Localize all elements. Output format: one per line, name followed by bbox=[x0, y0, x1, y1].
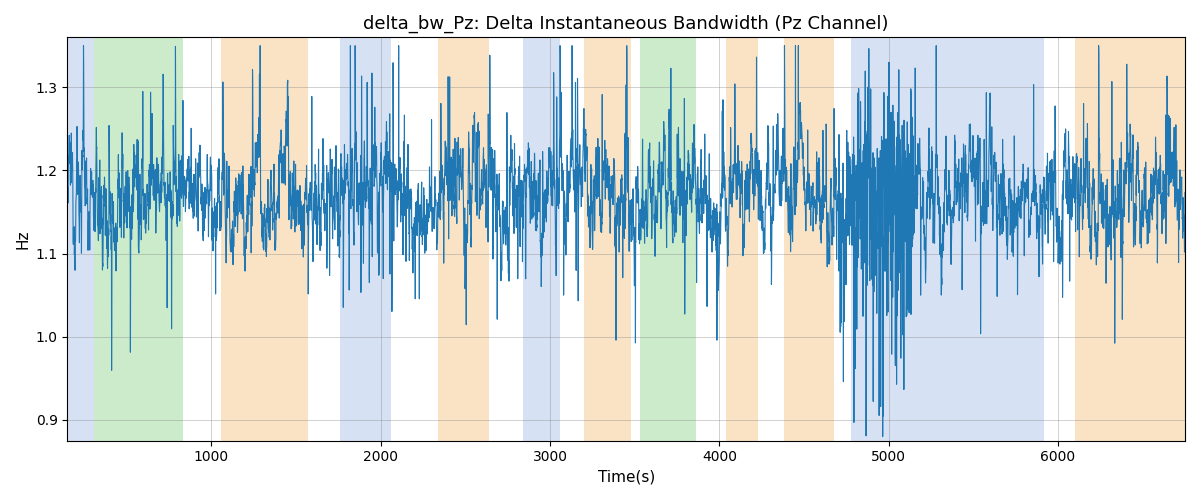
Bar bbox=[726, 38, 758, 440]
Title: delta_bw_Pz: Delta Instantaneous Bandwidth (Pz Channel): delta_bw_Pz: Delta Instantaneous Bandwid… bbox=[364, 15, 889, 34]
Bar bbox=[523, 38, 560, 440]
Bar bbox=[784, 38, 834, 440]
Bar bbox=[438, 38, 490, 440]
Y-axis label: Hz: Hz bbox=[16, 230, 30, 249]
Bar bbox=[640, 38, 696, 440]
Bar bbox=[340, 38, 391, 440]
Bar bbox=[67, 38, 95, 440]
X-axis label: Time(s): Time(s) bbox=[598, 470, 655, 485]
Bar bbox=[852, 38, 1044, 440]
Bar bbox=[95, 38, 182, 440]
Bar bbox=[584, 38, 631, 440]
Bar bbox=[222, 38, 308, 440]
Bar bbox=[1075, 38, 1186, 440]
